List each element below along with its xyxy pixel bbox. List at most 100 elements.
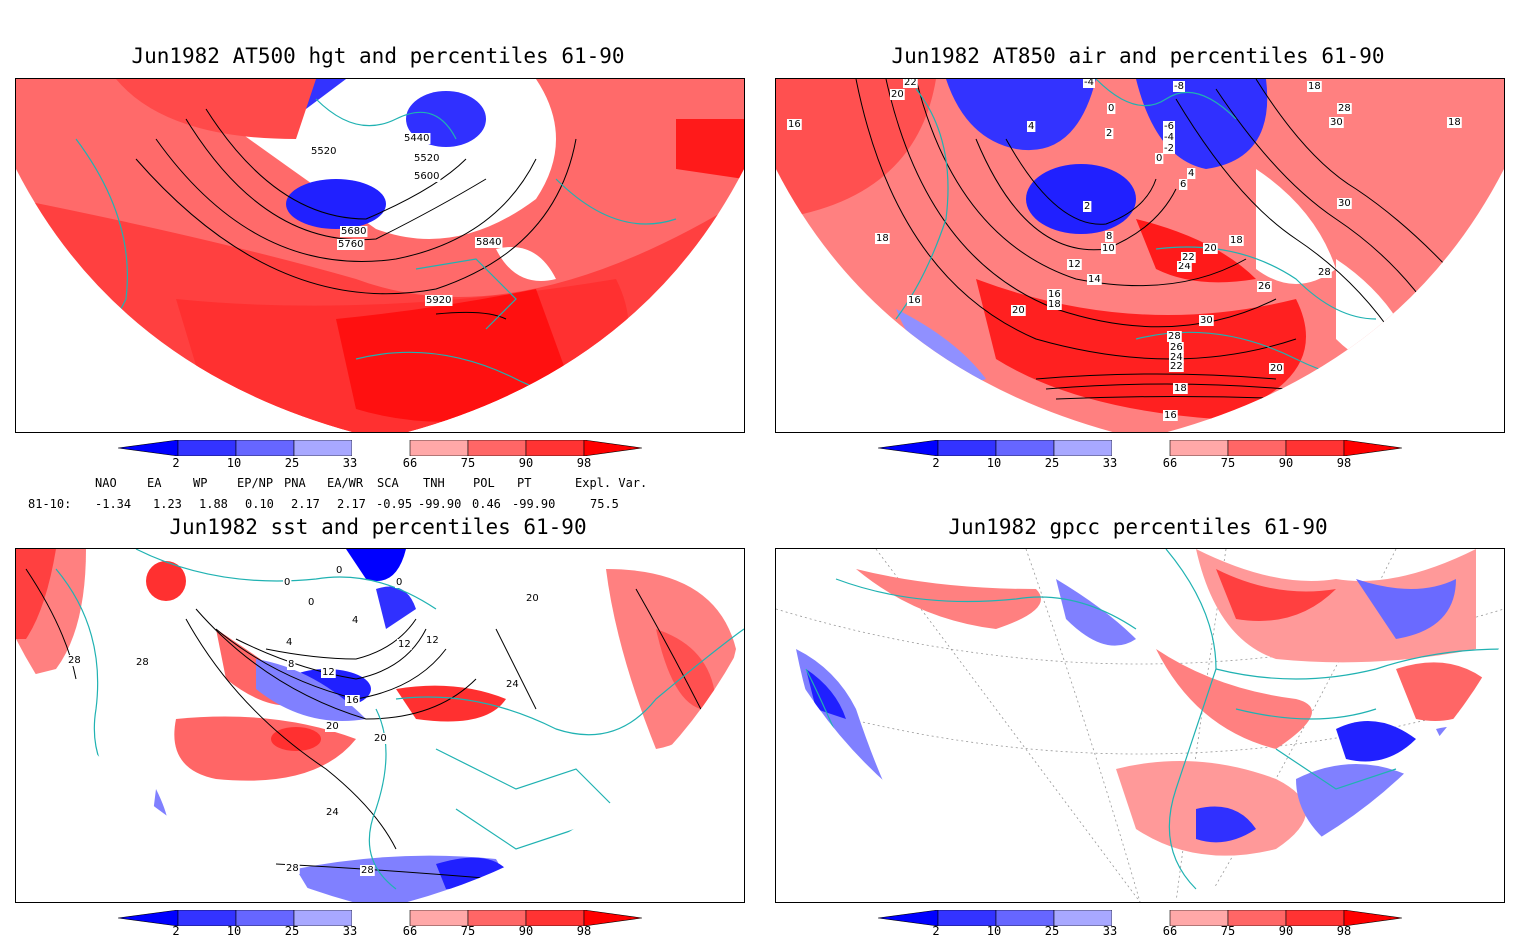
contour-label-box bbox=[283, 577, 292, 588]
colorbar-label: 98 bbox=[1336, 924, 1352, 938]
colorbar-label: 98 bbox=[576, 924, 592, 938]
colorbar-label: 33 bbox=[1102, 456, 1118, 470]
tele-value-wp: 1.88 bbox=[199, 497, 228, 511]
contour-label-box bbox=[1447, 117, 1462, 128]
colorbar-label: 75 bbox=[1220, 456, 1236, 470]
contour-label: 30 bbox=[1200, 315, 1213, 326]
colorbar-label: 66 bbox=[1162, 456, 1178, 470]
contour-label: 4 bbox=[1028, 121, 1034, 132]
colorbar-label: 33 bbox=[342, 924, 358, 938]
contour-label-box bbox=[1329, 117, 1344, 128]
contour-label-box bbox=[525, 593, 540, 604]
contour-label-box bbox=[337, 239, 365, 250]
contour-label-box bbox=[1163, 143, 1175, 154]
contour-label-box bbox=[335, 565, 344, 576]
colorbar-label: 25 bbox=[284, 924, 300, 938]
contour-label-box bbox=[345, 695, 360, 706]
colorbar-label: 66 bbox=[402, 924, 418, 938]
map-air-contour-labels: 22 20 16 -4 -8 18 28 30 18 4 0 2 -6 -4 -… bbox=[787, 79, 1462, 421]
contour-label-box bbox=[1011, 305, 1026, 316]
contour-label-box bbox=[1087, 274, 1102, 285]
panel-title-hgt: Jun1982 AT500 hgt and percentiles 61-90 bbox=[131, 44, 625, 68]
contour-label-box bbox=[1169, 342, 1184, 353]
contour-label-box bbox=[287, 659, 296, 670]
contour-label: 12 bbox=[426, 635, 439, 646]
panel-title-air: Jun1982 AT850 air and percentiles 61-90 bbox=[891, 44, 1385, 68]
tele-header-epnp: EP/NP bbox=[237, 476, 274, 490]
contour-label: 5840 bbox=[476, 237, 501, 248]
contour-label: 16 bbox=[908, 295, 921, 306]
contour-label: 24 bbox=[506, 679, 519, 690]
colorbar-bottom-right: 2 10 25 33 66 75 90 98 bbox=[877, 909, 1403, 938]
contour-label: 5680 bbox=[341, 226, 366, 237]
contour-label: 22 bbox=[1182, 252, 1195, 263]
colorbar-top-right-svg bbox=[877, 439, 1403, 457]
colorbar-label: 2 bbox=[172, 924, 180, 938]
colorbar-label: 2 bbox=[172, 456, 180, 470]
contour-label-box bbox=[1047, 289, 1062, 300]
contour-label: 18 bbox=[1048, 299, 1061, 310]
contour-label: 20 bbox=[891, 89, 904, 100]
contour-label-box bbox=[340, 226, 368, 237]
contour-label: 0 bbox=[1108, 103, 1114, 114]
colorbar-label: 75 bbox=[460, 924, 476, 938]
contour-label-box bbox=[1269, 363, 1284, 374]
contour-label: 30 bbox=[1338, 198, 1351, 209]
contour-label: 8 bbox=[1106, 231, 1112, 242]
contour-label-box bbox=[1229, 235, 1244, 246]
contour-label-box bbox=[1163, 132, 1175, 143]
colorbar-label: 10 bbox=[226, 456, 242, 470]
contour-label: 18 bbox=[1174, 383, 1187, 394]
tele-header-expl-var: Expl. Var. bbox=[575, 476, 648, 490]
contour-label: 28 bbox=[286, 863, 299, 874]
tele-header-pna: PNA bbox=[284, 476, 306, 490]
colorbar-label: 98 bbox=[1336, 456, 1352, 470]
contour-label: 4 bbox=[352, 615, 358, 626]
contour-label: 24 bbox=[1170, 352, 1183, 363]
map-air-svg: 22 20 16 -4 -8 18 28 30 18 4 0 2 -6 -4 -… bbox=[776, 79, 1504, 432]
colorbar-label: 90 bbox=[518, 456, 534, 470]
contour-label: -4 bbox=[1084, 79, 1094, 88]
tele-value-pt: -99.90 bbox=[512, 497, 556, 511]
contour-label: -8 bbox=[1174, 81, 1184, 92]
contour-label-box bbox=[1179, 179, 1188, 190]
contour-label-box bbox=[875, 233, 890, 244]
contour-label: 26 bbox=[1170, 342, 1183, 353]
contour-label: 12 bbox=[1068, 259, 1081, 270]
tele-header-sca: SCA bbox=[377, 476, 399, 490]
panel-title-sst: Jun1982 sst and percentiles 61-90 bbox=[169, 515, 587, 539]
tele-header-nao: NAO bbox=[95, 476, 117, 490]
tele-value-sca: -0.95 bbox=[376, 497, 413, 511]
contour-label: 0 bbox=[308, 597, 314, 608]
tele-value-tnh: -99.90 bbox=[418, 497, 462, 511]
contour-label-box bbox=[1101, 243, 1116, 254]
contour-label-box bbox=[285, 637, 294, 648]
colorbar-label: 10 bbox=[226, 924, 242, 938]
contour-label: 4 bbox=[286, 637, 292, 648]
contour-label-box bbox=[475, 237, 503, 248]
colorbar-bottom-left-svg bbox=[117, 909, 643, 927]
contour-label: 0 bbox=[396, 577, 402, 588]
contour-label: 5520 bbox=[414, 153, 439, 164]
map-sst-contour-labels: 28 28 0 0 0 0 4 4 8 12 12 12 16 20 20 24… bbox=[67, 565, 540, 876]
contour-label-box bbox=[285, 863, 300, 874]
contour-label-box bbox=[1307, 81, 1322, 92]
contour-label: 8 bbox=[288, 659, 294, 670]
contour-label-box bbox=[1083, 79, 1095, 88]
map-sst-svg: 28 28 0 0 0 0 4 4 8 12 12 12 16 20 20 24… bbox=[16, 549, 744, 902]
colorbar-label: 2 bbox=[932, 456, 940, 470]
contour-label: 5520 bbox=[311, 146, 336, 157]
contour-label: 16 bbox=[1164, 410, 1177, 421]
contour-label: 24 bbox=[1178, 261, 1191, 272]
contour-label-box bbox=[425, 295, 453, 306]
contour-label: 2 bbox=[1106, 128, 1112, 139]
contour-label: -4 bbox=[1164, 132, 1174, 143]
contour-label: 18 bbox=[1308, 81, 1321, 92]
map-hgt-panel: 5440 5520 5520 5600 5680 5760 5840 5920 bbox=[15, 78, 745, 433]
contour-label: 20 bbox=[374, 733, 387, 744]
colorbar-label: 90 bbox=[1278, 456, 1294, 470]
contour-label: -2 bbox=[1164, 143, 1174, 154]
contour-label: 4 bbox=[1188, 168, 1194, 179]
colorbar-label: 10 bbox=[986, 924, 1002, 938]
contour-label: 30 bbox=[1330, 117, 1343, 128]
